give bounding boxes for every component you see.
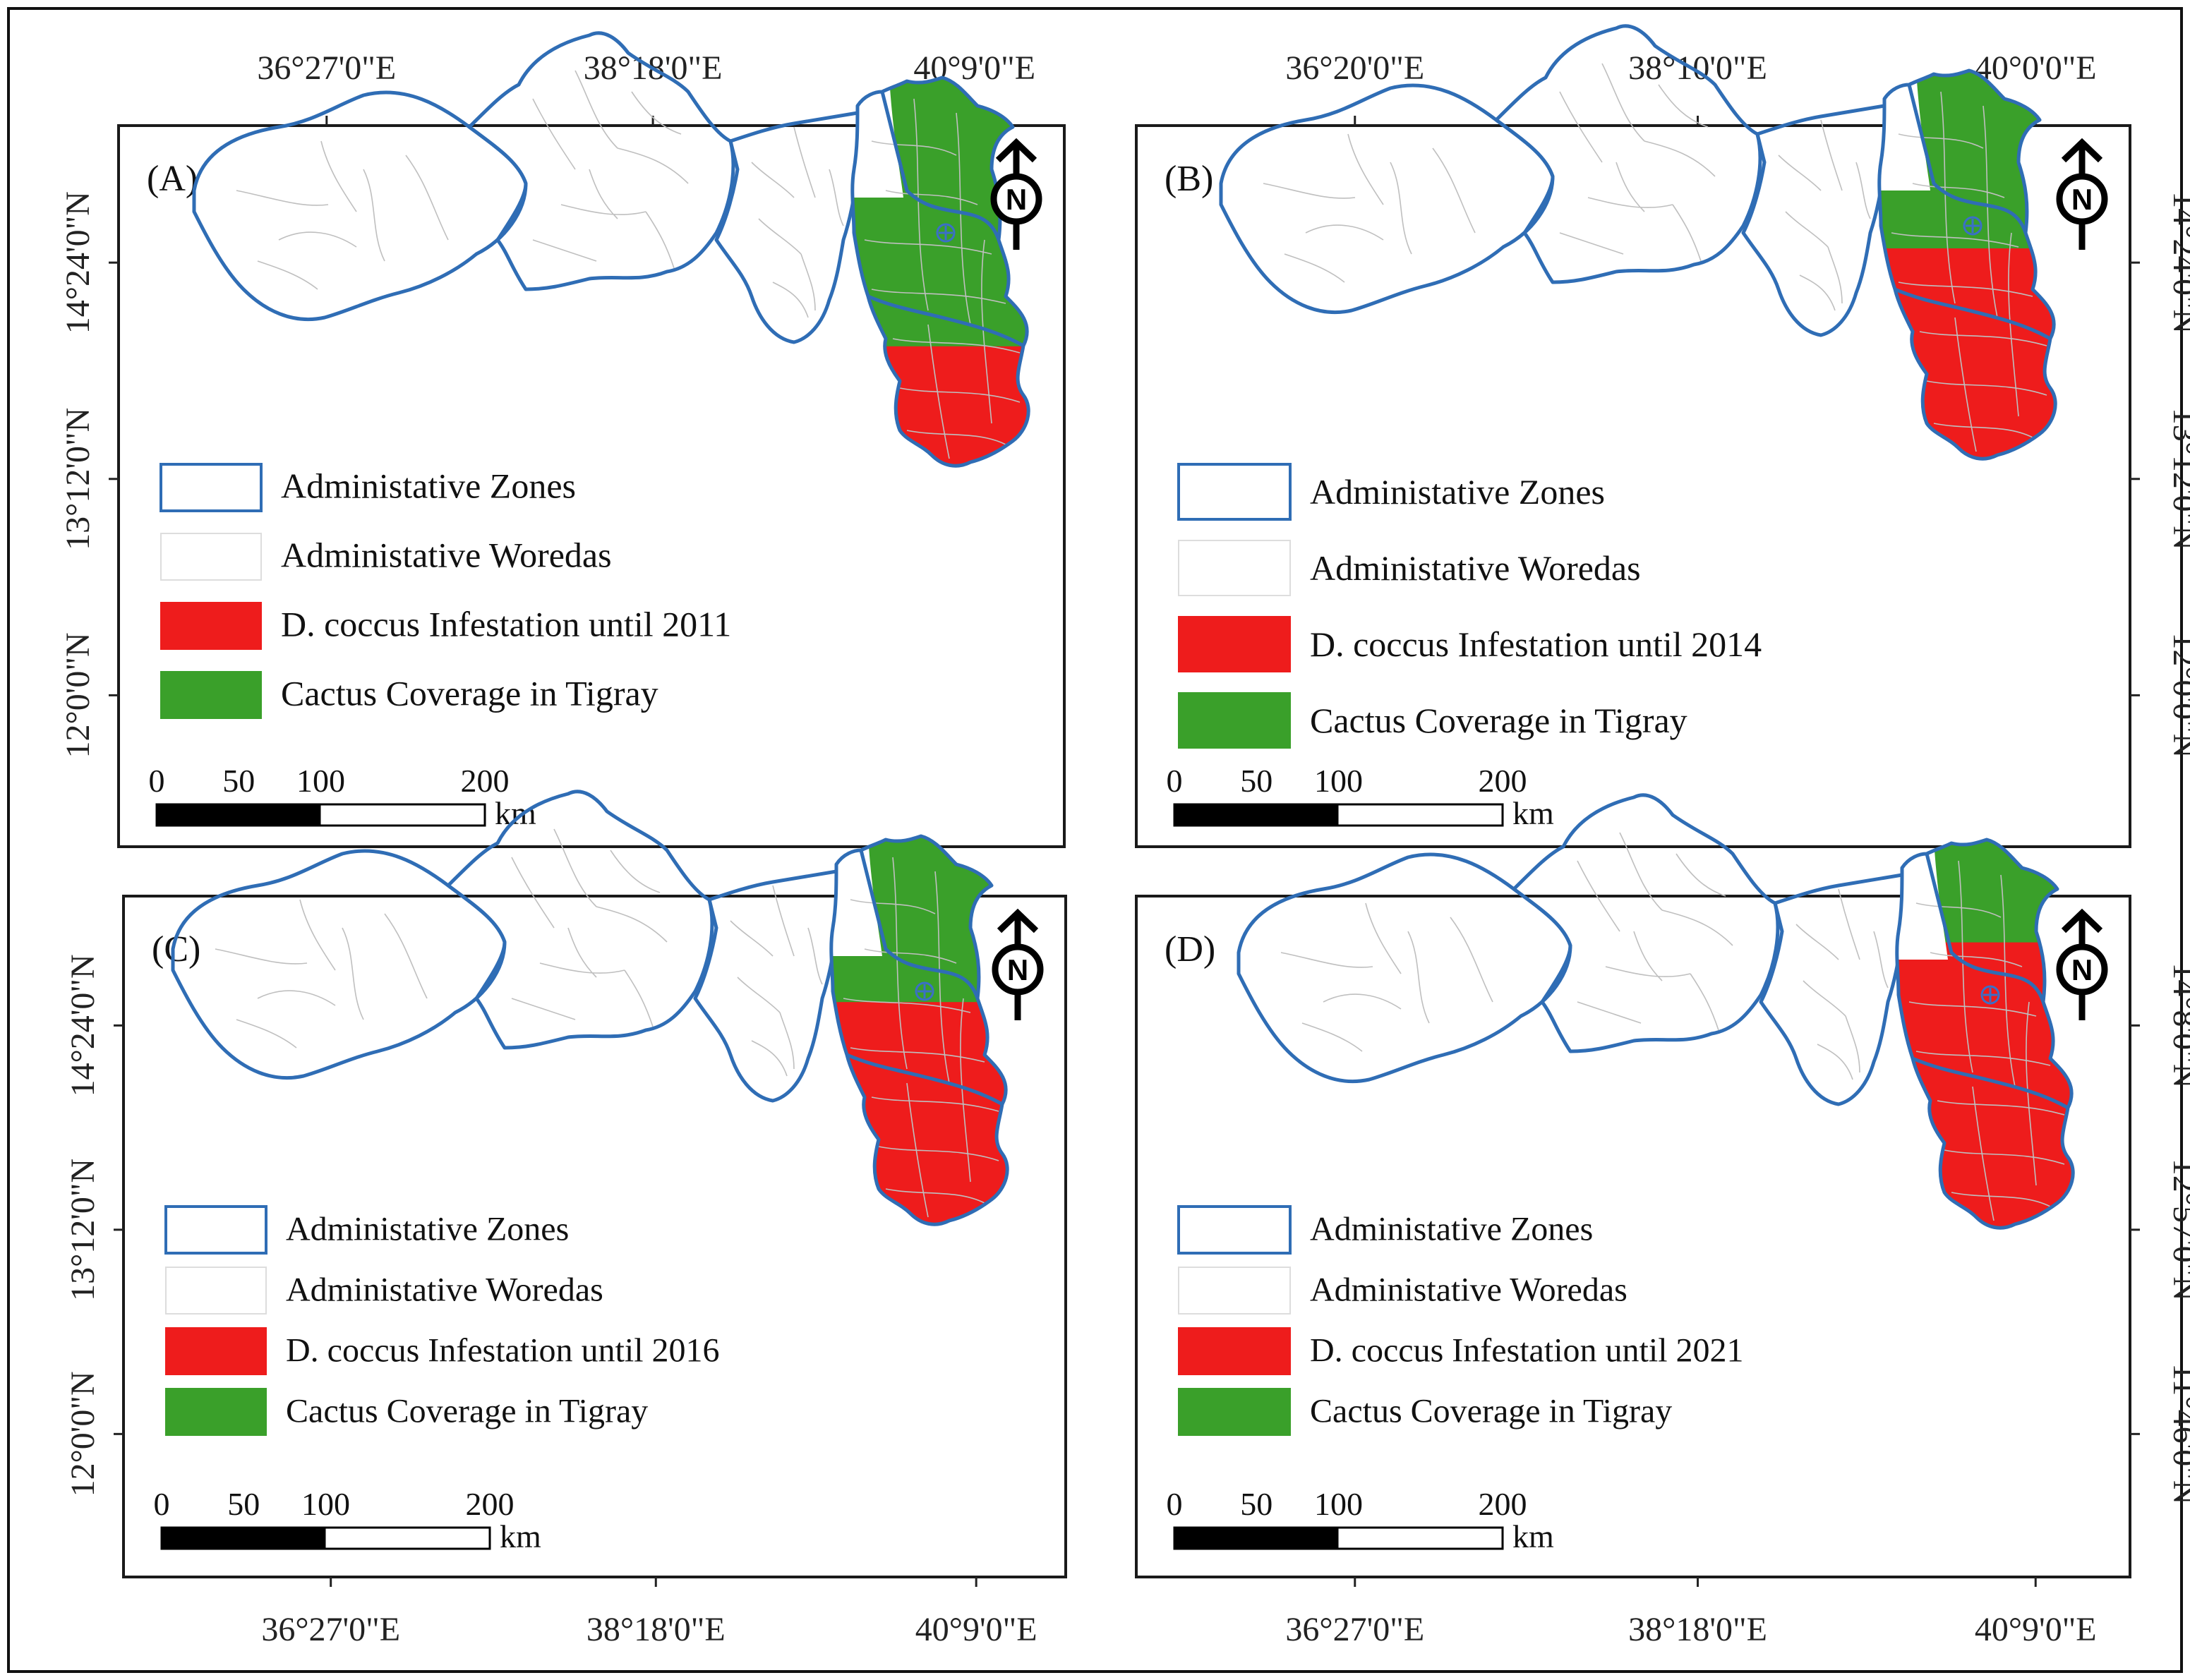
legend-label: Cactus Coverage in Tigray [1310, 1393, 1672, 1430]
legend-swatch [160, 463, 263, 512]
panel-label: (B) [1165, 159, 1213, 199]
legend-label: Administative Zones [1310, 472, 1605, 512]
longitude-label: 36°27'0"E [261, 1611, 400, 1648]
legend-label: D. coccus Infestation until 2011 [281, 605, 731, 644]
legend-swatch [1177, 463, 1292, 521]
scale-unit: km [500, 1518, 541, 1554]
panel-label: (D) [1165, 929, 1215, 969]
scale-tick-label: 200 [1479, 1486, 1527, 1522]
legend-label: Cactus Coverage in Tigray [286, 1393, 648, 1430]
legend-swatch [165, 1388, 267, 1436]
latitude-label: 12°0'0"N [64, 1371, 102, 1497]
map-panel-a: 36°27'0"E38°18'0"E40°9'0"E14°24'0"N13°12… [59, 33, 1066, 848]
latitude-label: 12°0'0"N [2166, 632, 2190, 758]
scale-tick-label: 200 [1479, 763, 1527, 799]
legend-swatch [1178, 540, 1291, 596]
latitude-label: 14°8'0"N [2166, 962, 2190, 1088]
scale-tick-label: 100 [301, 1486, 350, 1522]
legend-label: Administative Zones [281, 466, 576, 506]
legend-label: Administative Zones [1310, 1211, 1593, 1248]
legend-swatch [1178, 616, 1291, 672]
legend-label: D. coccus Infestation until 2016 [286, 1332, 720, 1370]
longitude-label: 40°9'0"E [1975, 1611, 2097, 1648]
longitude-label: 36°20'0"E [1285, 49, 1424, 87]
map-panel-b: 36°20'0"E 38°10'0"E 40°0'0"E 14°24'0"N 13°12… [1135, 26, 2190, 848]
scale-tick-label: 100 [1314, 763, 1363, 799]
legend-swatch [160, 533, 262, 581]
region-map [1239, 795, 2100, 1242]
figure-border [7, 7, 2183, 1673]
legend-label: Cactus Coverage in Tigray [281, 674, 658, 713]
scale-tick-label: 100 [1314, 1486, 1363, 1522]
legend-label: D. coccus Infestation until 2021 [1310, 1332, 1744, 1370]
scale-bar-black [1174, 1528, 1339, 1549]
latitude-label: 13°12'0"N [2166, 408, 2190, 550]
legend-label: Administative Woredas [1310, 1271, 1628, 1309]
legend-swatch [165, 1327, 267, 1375]
uncovered-woreda [852, 78, 903, 198]
scale-tick-label: 200 [461, 763, 510, 799]
map-panel-c: 36°27'0"E 38°18'0"E 40°9'0"E 14°24'0"N 13°12… [64, 792, 1067, 1648]
longitude-label: 36°27'0"E [257, 49, 396, 87]
latitude-label: 12°0'0"N [59, 632, 97, 758]
legend-label: Administative Woredas [1310, 548, 1641, 588]
legend-swatch [1178, 1327, 1291, 1375]
scale-bar-black [162, 1528, 326, 1549]
scale-unit: km [495, 795, 536, 831]
scale-tick-label: 50 [227, 1486, 260, 1522]
legend-label: D. coccus Infestation until 2014 [1310, 624, 1762, 664]
scale-tick-label: 0 [154, 1486, 170, 1522]
scale-tick-label: 0 [1167, 763, 1183, 799]
legend-swatch [1178, 692, 1291, 749]
latitude-label: 14°24'0"N [59, 191, 97, 334]
longitude-label: 38°18'0"E [1628, 1611, 1767, 1648]
legend-swatch [160, 602, 262, 650]
legend-swatch [164, 1205, 267, 1255]
longitude-label: 38°18'0"E [586, 1611, 726, 1648]
latitude-label: 14°24'0"N [64, 954, 102, 1096]
longitude-label: 40°9'0"E [915, 1611, 1037, 1648]
uncovered-woreda [1896, 840, 1948, 960]
map-panel-d: 36°27'0"E 38°18'0"E 40°9'0"E 14°8'0"N 12°57'… [1135, 795, 2190, 1648]
longitude-label: 40°0'0"E [1975, 49, 2097, 87]
latitude-label: 11°46'0"N [2166, 1363, 2190, 1504]
scale-tick-label: 50 [1240, 1486, 1273, 1522]
latitude-label: 14°24'0"N [2166, 191, 2190, 334]
uncovered-woreda [1879, 71, 1930, 191]
legend-swatch [165, 1267, 267, 1315]
scale-tick-label: 100 [296, 763, 345, 799]
scale-bar-black [157, 804, 321, 826]
longitude-label: 38°10'0"E [1628, 49, 1767, 87]
legend-swatch [160, 671, 262, 719]
latitude-label: 13°12'0"N [59, 408, 97, 550]
legend-swatch [1177, 1205, 1292, 1255]
scale-tick-label: 0 [1167, 1486, 1183, 1522]
panel-label: (A) [147, 159, 198, 199]
legend-label: Administative Woredas [281, 536, 612, 575]
longitude-label: 36°27'0"E [1285, 1611, 1424, 1648]
latitude-label: 12°57'0"N [2166, 1159, 2190, 1301]
scale-tick-label: 0 [149, 763, 165, 799]
legend-label: Administative Woredas [286, 1271, 603, 1309]
latitude-label: 13°12'0"N [64, 1159, 102, 1301]
legend-label: Administative Zones [286, 1211, 569, 1248]
scale-unit: km [1512, 1518, 1554, 1554]
scale-unit: km [1512, 795, 1554, 831]
uncovered-woreda [831, 836, 882, 956]
legend-label: Cactus Coverage in Tigray [1310, 701, 1687, 740]
scale-tick-label: 50 [1240, 763, 1273, 799]
scale-tick-label: 200 [466, 1486, 515, 1522]
scale-tick-label: 50 [222, 763, 255, 799]
legend-swatch [1178, 1267, 1291, 1315]
legend-swatch [1178, 1388, 1291, 1436]
scale-bar-black [1174, 804, 1339, 826]
